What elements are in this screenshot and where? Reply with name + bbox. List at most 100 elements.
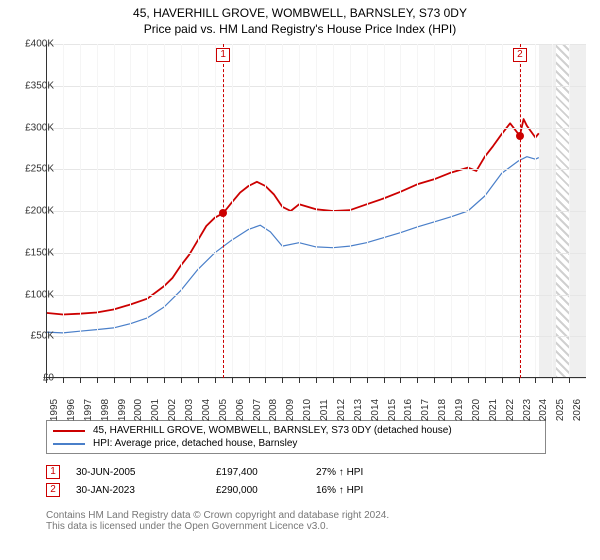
tx-row: 230-JAN-2023£290,00016% ↑ HPI: [46, 481, 566, 499]
x-tick-mark: [333, 378, 334, 383]
x-tick-label: 2024: [538, 399, 549, 421]
x-tick-mark: [417, 378, 418, 383]
x-tick-mark: [468, 378, 469, 383]
x-tick-label: 2023: [522, 399, 533, 421]
x-tick-mark: [147, 378, 148, 383]
gridline-v: [63, 44, 64, 378]
x-tick-label: 2007: [252, 399, 263, 421]
x-tick-mark: [80, 378, 81, 383]
footer: Contains HM Land Registry data © Crown c…: [46, 510, 566, 532]
gridline-v: [97, 44, 98, 378]
legend-swatch-hpi: [53, 443, 85, 445]
x-tick-label: 1996: [66, 399, 77, 421]
legend-swatch-price: [53, 430, 85, 432]
x-tick-mark: [502, 378, 503, 383]
x-tick-mark: [400, 378, 401, 383]
x-tick-mark: [316, 378, 317, 383]
gridline-v: [130, 44, 131, 378]
x-tick-label: 2025: [555, 399, 566, 421]
gridline-v: [367, 44, 368, 378]
x-tick-mark: [232, 378, 233, 383]
x-tick-mark: [535, 378, 536, 383]
x-tick-label: 1999: [117, 399, 128, 421]
x-tick-mark: [97, 378, 98, 383]
x-tick-label: 2016: [403, 399, 414, 421]
gridline-v: [147, 44, 148, 378]
tx-row-price: £197,400: [216, 467, 316, 478]
x-tick-label: 1998: [100, 399, 111, 421]
x-tick-label: 2014: [370, 399, 381, 421]
gridline-v: [80, 44, 81, 378]
gridline-v: [400, 44, 401, 378]
legend-label-price: 45, HAVERHILL GROVE, WOMBWELL, BARNSLEY,…: [93, 425, 452, 436]
tx-point: [516, 132, 524, 140]
tx-row: 1 30-JUN-2005£197,40027% ↑ HPI: [46, 463, 566, 481]
x-tick-mark: [434, 378, 435, 383]
x-tick-mark: [451, 378, 452, 383]
gridline-v: [417, 44, 418, 378]
y-tick-label: £50K: [10, 331, 54, 342]
x-tick-mark: [350, 378, 351, 383]
y-tick-label: £300K: [10, 122, 54, 133]
x-tick-label: 2008: [268, 399, 279, 421]
gridline-v: [384, 44, 385, 378]
y-tick-label: £400K: [10, 39, 54, 50]
tx-point: [219, 209, 227, 217]
x-tick-mark: [569, 378, 570, 383]
y-tick-label: £200K: [10, 206, 54, 217]
gridline-v: [535, 44, 536, 378]
x-tick-label: 2017: [420, 399, 431, 421]
footer-line-1: Contains HM Land Registry data © Crown c…: [46, 510, 566, 521]
gridline-v: [350, 44, 351, 378]
y-tick-label: £250K: [10, 164, 54, 175]
gridline-v: [468, 44, 469, 378]
gridline-v: [215, 44, 216, 378]
x-tick-label: 2004: [201, 399, 212, 421]
x-tick-mark: [265, 378, 266, 383]
tx-row-date: 30-JUN-2005: [76, 467, 216, 478]
tx-row-delta: 16% ↑ HPI: [316, 485, 466, 496]
x-tick-label: 2019: [454, 399, 465, 421]
x-tick-label: 2022: [505, 399, 516, 421]
x-tick-label: 2012: [336, 399, 347, 421]
x-tick-label: 2009: [285, 399, 296, 421]
tx-row-marker: 1: [46, 465, 60, 479]
x-tick-mark: [299, 378, 300, 383]
x-tick-mark: [164, 378, 165, 383]
x-tick-label: 2026: [572, 399, 583, 421]
footer-line-2: This data is licensed under the Open Gov…: [46, 521, 566, 532]
x-tick-mark: [249, 378, 250, 383]
gridline-v: [569, 44, 570, 378]
x-tick-label: 1995: [49, 399, 60, 421]
x-tick-mark: [215, 378, 216, 383]
gridline-v: [552, 44, 553, 378]
gridline-v: [249, 44, 250, 378]
x-tick-label: 2010: [302, 399, 313, 421]
x-tick-mark: [46, 378, 47, 383]
tx-row-marker: 2: [46, 483, 60, 497]
chart-title: 45, HAVERHILL GROVE, WOMBWELL, BARNSLEY,…: [0, 0, 600, 20]
tx-marker-box: 1: [216, 48, 230, 62]
x-tick-label: 1997: [83, 399, 94, 421]
x-tick-mark: [552, 378, 553, 383]
gridline-v: [181, 44, 182, 378]
x-tick-label: 2006: [235, 399, 246, 421]
gridline-v: [451, 44, 452, 378]
tx-row-price: £290,000: [216, 485, 316, 496]
x-tick-label: 2005: [218, 399, 229, 421]
x-tick-label: 2001: [150, 399, 161, 421]
line-price: [46, 119, 539, 314]
x-tick-label: 2018: [437, 399, 448, 421]
legend-label-hpi: HPI: Average price, detached house, Barn…: [93, 438, 297, 449]
x-tick-mark: [485, 378, 486, 383]
gridline-v: [114, 44, 115, 378]
plot-area: 12: [46, 44, 586, 378]
x-tick-mark: [63, 378, 64, 383]
transaction-table: 1 30-JUN-2005£197,40027% ↑ HPI 230-JAN-202…: [46, 463, 566, 499]
legend-item-price: 45, HAVERHILL GROVE, WOMBWELL, BARNSLEY,…: [53, 424, 539, 437]
x-tick-label: 2013: [353, 399, 364, 421]
gridline-v: [316, 44, 317, 378]
gridline-v: [434, 44, 435, 378]
tx-row-delta: 27% ↑ HPI: [316, 467, 466, 478]
gridline-v: [164, 44, 165, 378]
